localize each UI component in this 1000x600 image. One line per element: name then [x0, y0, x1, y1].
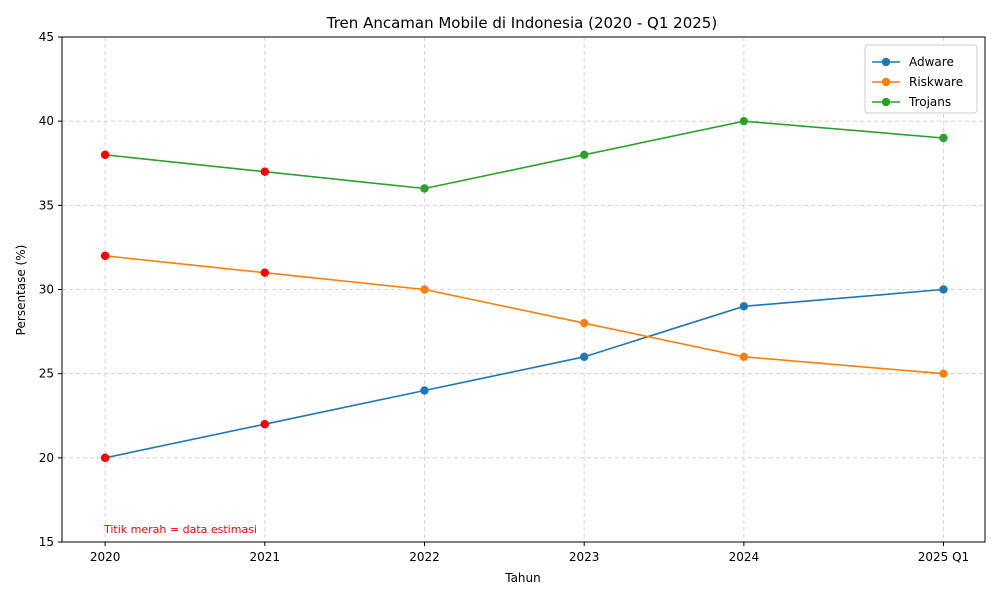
series-line-riskware — [105, 255, 944, 375]
legend: Adware Riskware Trojans — [864, 44, 978, 114]
estimated-point-riskware — [100, 251, 110, 261]
y-ticks: 15 20 25 30 35 40 45 — [39, 30, 62, 549]
x-tick-label: 2022 — [409, 550, 440, 564]
data-point-adware — [420, 386, 429, 395]
legend-marker-riskware — [881, 77, 891, 87]
legend-label-trojans: Trojans — [908, 95, 951, 109]
estimated-point-trojans — [100, 150, 110, 160]
legend-label-riskware: Riskware — [909, 75, 963, 89]
data-point-adware — [579, 352, 589, 362]
data-point-riskware — [579, 318, 589, 328]
y-tick-label: 25 — [39, 367, 54, 381]
x-tick-label: 2021 — [250, 550, 281, 564]
chart-title: Tren Ancaman Mobile di Indonesia (2020 -… — [326, 14, 717, 32]
data-point-riskware — [939, 369, 948, 378]
x-tick-label: 2023 — [569, 550, 600, 564]
series-line-adware — [104, 288, 944, 459]
data-point-trojans — [739, 116, 749, 126]
data-point-riskware — [420, 285, 429, 294]
legend-marker-trojans — [881, 97, 891, 107]
grid-layer — [62, 36, 985, 543]
y-tick-label: 15 — [39, 535, 54, 549]
estimate-annotation: Titik merah = data estimasi — [103, 523, 257, 536]
data-point-trojans — [420, 184, 429, 193]
estimate-layer — [100, 150, 270, 463]
y-tick-label: 30 — [39, 283, 54, 297]
x-axis-label: Tahun — [504, 571, 541, 585]
data-point-adware — [939, 285, 948, 294]
x-tick-label: 2025 Q1 — [918, 550, 969, 564]
x-tick-label: 2024 — [729, 550, 760, 564]
estimated-point-adware — [260, 419, 270, 429]
estimated-point-adware — [100, 453, 110, 463]
data-point-riskware — [739, 352, 749, 362]
data-point-adware — [739, 302, 749, 311]
series-layer — [100, 116, 948, 463]
data-point-trojans — [579, 150, 589, 160]
y-tick-label: 35 — [39, 198, 54, 212]
x-ticks: 2020 2021 2022 2023 2024 2025 Q1 — [90, 542, 969, 564]
estimated-point-riskware — [260, 268, 270, 277]
y-tick-label: 20 — [39, 451, 54, 465]
series-line-trojans — [105, 120, 944, 190]
estimated-point-trojans — [260, 167, 270, 176]
legend-marker-adware — [881, 57, 891, 67]
legend-label-adware: Adware — [909, 55, 954, 69]
x-tick-label: 2020 — [90, 550, 121, 564]
y-tick-label: 40 — [39, 114, 54, 128]
y-axis-label: Persentase (%) — [14, 245, 28, 336]
y-tick-label: 45 — [39, 30, 54, 44]
data-point-trojans — [939, 133, 948, 143]
